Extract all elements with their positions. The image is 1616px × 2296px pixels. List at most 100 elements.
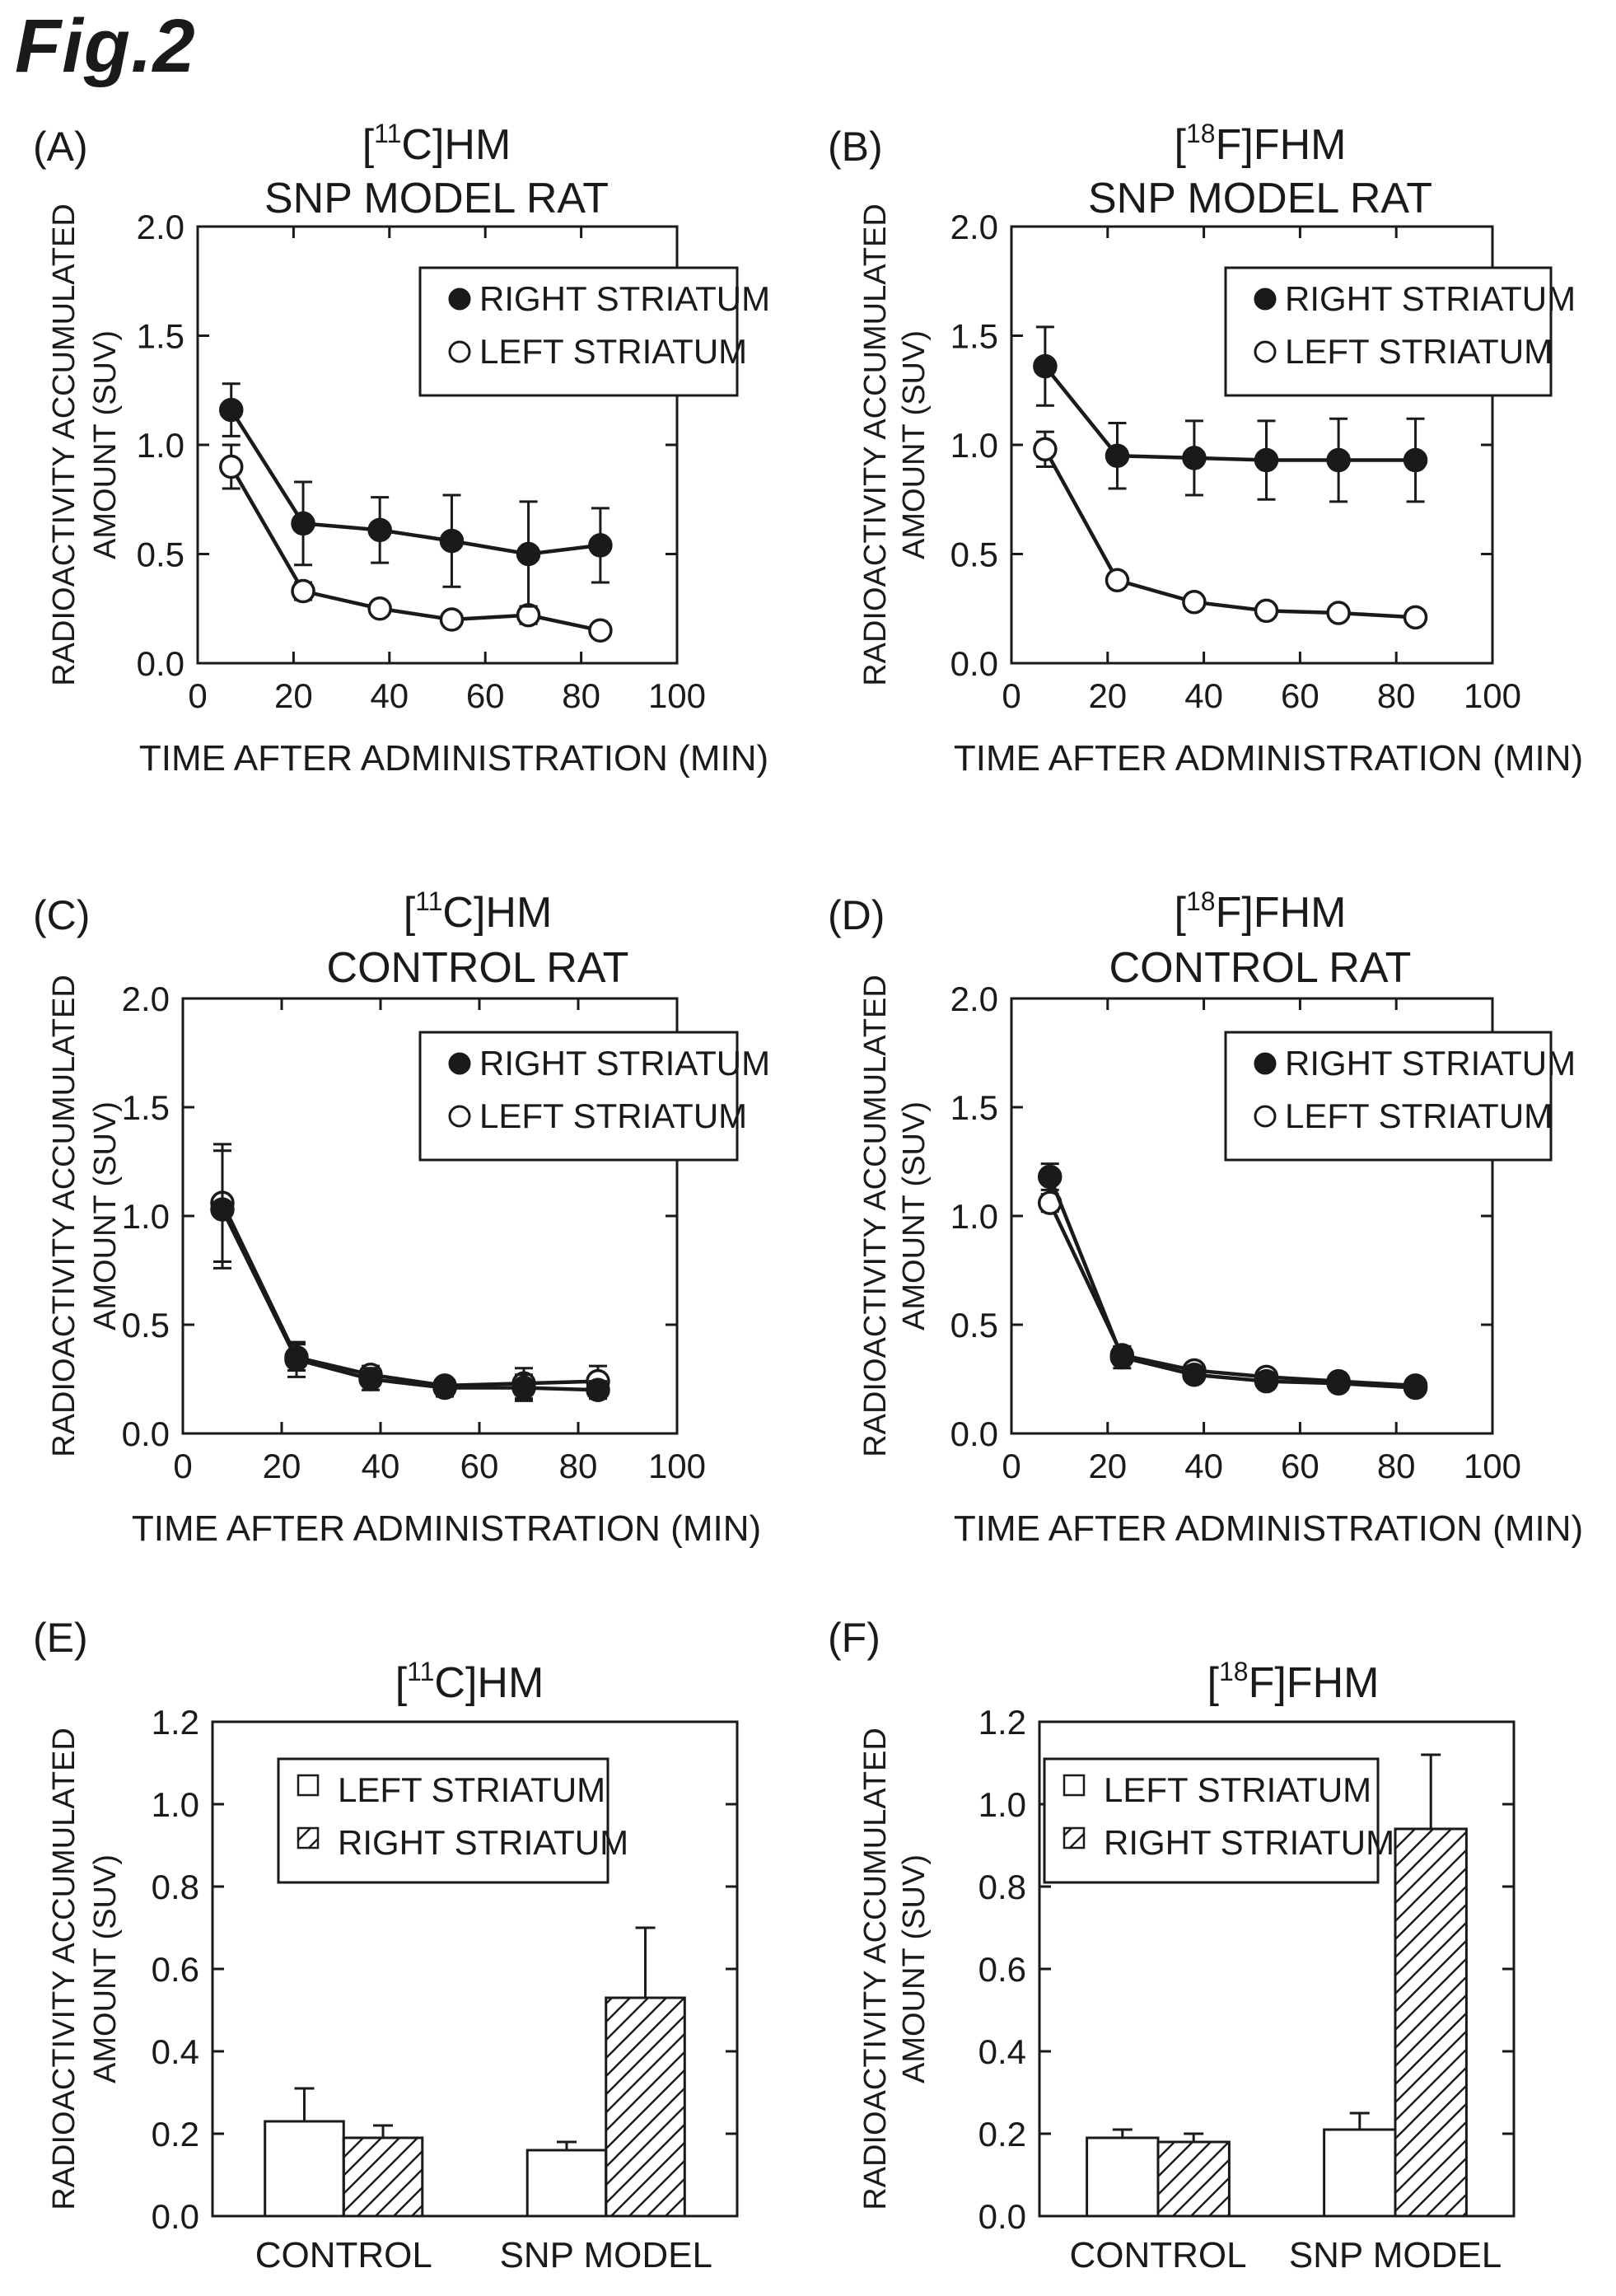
legend-swatch xyxy=(1063,1826,1086,1849)
legend-marker xyxy=(1254,1052,1277,1075)
x-tick-label: 0 xyxy=(1002,676,1021,715)
legend-swatch xyxy=(297,1774,320,1797)
data-point xyxy=(358,1367,383,1391)
panel-title: [18F]FHM xyxy=(1175,886,1347,937)
x-tick-label: 20 xyxy=(1088,676,1127,715)
data-point xyxy=(1037,1164,1063,1190)
bar xyxy=(1394,1827,1468,2218)
legend-label: RIGHT STRIATUM xyxy=(338,1823,628,1862)
legend-label: LEFT STRIATUM xyxy=(479,1097,747,1135)
x-tick-label: 100 xyxy=(648,1447,706,1485)
y-tick-label: 1.0 xyxy=(137,426,184,465)
panel-label: (F) xyxy=(828,1615,880,1661)
y-tick-label: 0.8 xyxy=(152,1868,199,1906)
y-axis-label: AMOUNT (SUV) xyxy=(88,1854,123,2083)
bar xyxy=(1086,2136,1160,2218)
x-tick-label: 0 xyxy=(1002,1447,1021,1485)
x-tick-label: 60 xyxy=(460,1447,499,1485)
legend-box xyxy=(1043,1757,1380,1884)
data-point xyxy=(291,578,315,604)
panel-subtitle: CONTROL RAT xyxy=(327,944,629,992)
y-axis-label: RADIOACTIVITY ACCUMULATED xyxy=(858,1728,893,2210)
x-tick-label: 60 xyxy=(1281,676,1319,715)
x-tick-label: 80 xyxy=(562,676,600,715)
chart-panel-f: (F) [18F]FHM 0.0 0.2 0.4 0.6 0.8 1.0 1.2 RADIOACT… xyxy=(828,1615,1516,2275)
y-tick-label: 0.4 xyxy=(978,2032,1026,2071)
data-point xyxy=(439,607,465,632)
y-tick-label: 0.5 xyxy=(950,1306,998,1344)
x-tick-label: 20 xyxy=(1088,1447,1127,1485)
x-tick-label: 60 xyxy=(1281,1447,1319,1485)
y-axis-label: AMOUNT (SUV) xyxy=(88,330,123,559)
y-axis-label: RADIOACTIVITY ACCUMULATED xyxy=(858,975,893,1457)
series-line xyxy=(1048,1202,1416,1388)
panel-title: [11C]HM xyxy=(395,1657,544,1707)
series-right-striatum xyxy=(1037,1162,1428,1401)
legend-label: RIGHT STRIATUM xyxy=(479,1044,770,1083)
legend-label: LEFT STRIATUM xyxy=(479,332,747,371)
x-axis-label: TIME AFTER ADMINISTRATION (MIN) xyxy=(132,1508,761,1549)
data-point xyxy=(367,596,392,621)
panel-label: (C) xyxy=(33,892,90,938)
data-point xyxy=(1033,353,1058,379)
panel-title: [18F]FHM xyxy=(1175,119,1347,169)
legend-box xyxy=(1224,266,1553,397)
y-tick-label: 1.5 xyxy=(122,1088,170,1127)
y-axis-label: AMOUNT (SUV) xyxy=(897,1101,932,1330)
x-tick-label: 20 xyxy=(274,676,313,715)
y-axis-label: RADIOACTIVITY ACCUMULATED xyxy=(858,203,893,686)
x-tick-label: 80 xyxy=(559,1447,598,1485)
y-tick-label: 1.2 xyxy=(978,1703,1026,1742)
y-tick-label: 0.2 xyxy=(978,2115,1026,2153)
panel-label: (E) xyxy=(33,1615,88,1661)
legend-marker xyxy=(448,1105,471,1128)
legend-marker xyxy=(1254,340,1277,363)
bar xyxy=(605,1996,686,2218)
panel-title: [18F]FHM xyxy=(1207,1657,1380,1707)
y-tick-label: 0.5 xyxy=(950,535,998,574)
data-point xyxy=(1033,437,1058,462)
category-label: SNP MODEL xyxy=(500,2235,712,2275)
data-point xyxy=(1326,447,1351,473)
data-point xyxy=(210,1197,235,1222)
x-tick-label: 40 xyxy=(1184,676,1223,715)
data-point xyxy=(1403,447,1428,473)
x-axis-label: TIME AFTER ADMINISTRATION (MIN) xyxy=(954,738,1583,779)
series-right-striatum xyxy=(1033,325,1428,503)
y-axis-label: AMOUNT (SUV) xyxy=(897,330,932,559)
x-tick-label: 60 xyxy=(466,676,505,715)
data-point xyxy=(1182,590,1207,615)
data-point xyxy=(1109,1344,1135,1370)
x-tick-label: 0 xyxy=(188,676,207,715)
chart-panel-b: (B) [18F]FHM SNP MODEL RAT 0.0 0.5 1.0 1.5 2.0 0… xyxy=(828,119,1583,779)
bar xyxy=(525,2149,608,2218)
legend-label: LEFT STRIATUM xyxy=(1285,1097,1553,1135)
legend-label: LEFT STRIATUM xyxy=(1104,1770,1371,1809)
legend-label: RIGHT STRIATUM xyxy=(1104,1823,1394,1862)
data-point xyxy=(439,528,465,554)
x-tick-label: 100 xyxy=(648,676,706,715)
bar xyxy=(264,2120,345,2218)
series-line xyxy=(1043,448,1416,620)
series-line xyxy=(1044,365,1416,462)
data-point xyxy=(1326,601,1351,625)
y-tick-label: 0.6 xyxy=(152,1950,199,1989)
y-tick-label: 0.0 xyxy=(152,2197,199,2236)
data-point xyxy=(586,1377,610,1402)
y-axis-label: RADIOACTIVITY ACCUMULATED xyxy=(47,975,82,1457)
legend-marker xyxy=(448,288,471,311)
y-tick-label: 2.0 xyxy=(122,980,170,1018)
chart-panel-d: (D) [18F]FHM CONTROL RAT 0.0 0.5 1.0 1.5 2.0 0 20… xyxy=(828,886,1583,1549)
category-label: CONTROL xyxy=(255,2235,432,2275)
panel-subtitle: SNP MODEL RAT xyxy=(264,175,609,222)
data-point xyxy=(511,1375,536,1401)
data-point xyxy=(516,602,541,628)
legend-box xyxy=(418,266,739,397)
panel-subtitle: CONTROL RAT xyxy=(1109,944,1412,992)
y-tick-label: 0.0 xyxy=(122,1415,170,1453)
x-tick-label: 40 xyxy=(370,676,409,715)
x-tick-label: 80 xyxy=(1377,1447,1416,1485)
y-tick-label: 1.5 xyxy=(137,317,184,356)
legend-label: RIGHT STRIATUM xyxy=(1285,279,1576,318)
